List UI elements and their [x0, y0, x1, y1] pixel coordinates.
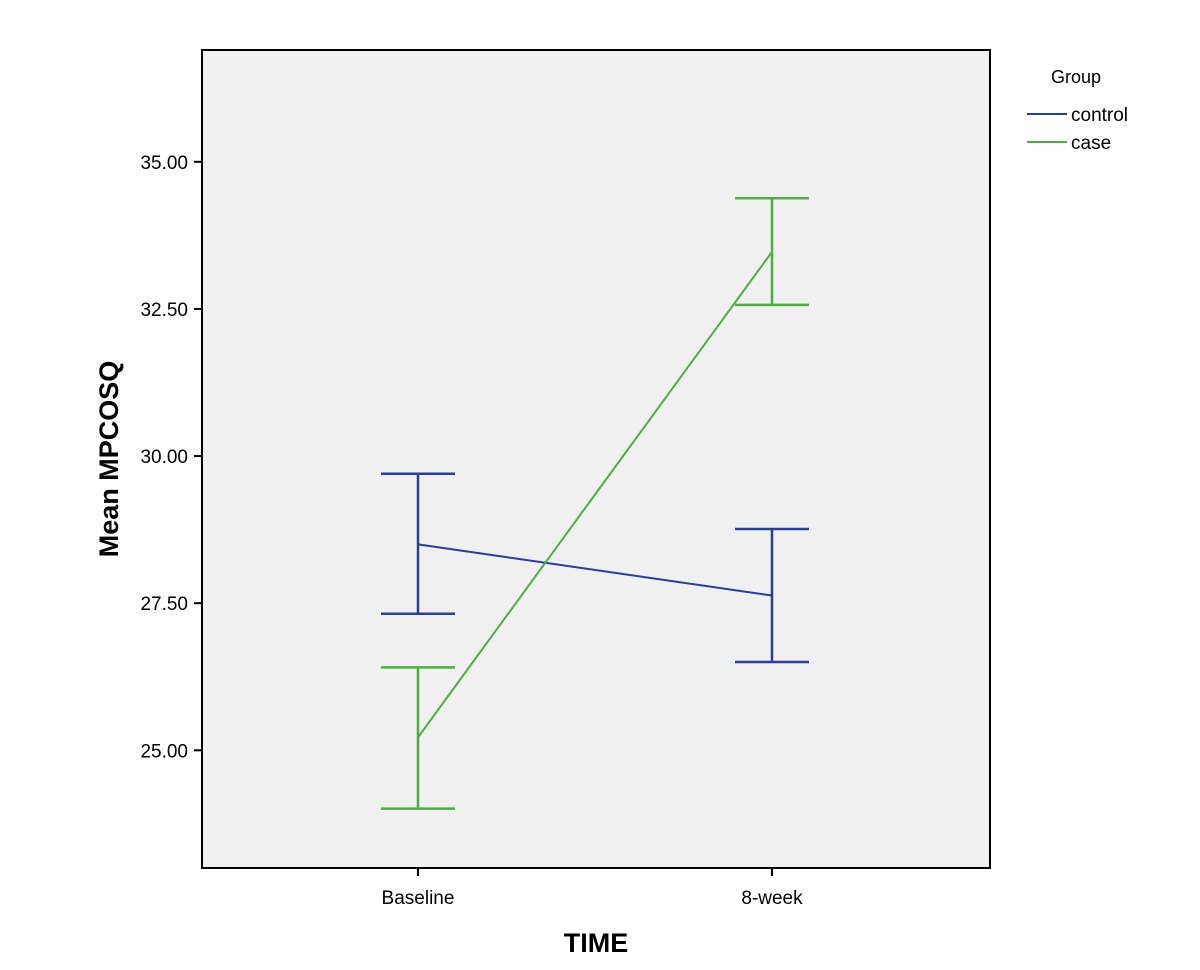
- x-tick-label: Baseline: [382, 888, 455, 909]
- legend-title: Group: [1051, 67, 1101, 87]
- y-tick-label: 32.50: [140, 300, 188, 321]
- y-tick-label: 25.00: [140, 741, 188, 762]
- series-layer: [381, 197, 809, 810]
- plot-area: [201, 49, 991, 869]
- series-line-case: [417, 251, 773, 738]
- legend-label-control: control: [1071, 105, 1128, 126]
- series-case: [381, 197, 809, 810]
- x-axis-title: TIME: [564, 928, 629, 958]
- x-axis: Baseline 8-week: [382, 868, 803, 909]
- legend: Group control case: [1027, 67, 1128, 154]
- y-tick-label: 27.50: [140, 594, 188, 615]
- y-axis-title: Mean MPCOSQ: [94, 361, 124, 558]
- y-axis: 25.00 27.50 30.00 32.50 35.00: [140, 153, 202, 762]
- x-tick-label: 8-week: [741, 888, 803, 909]
- series-line-control: [417, 543, 773, 597]
- legend-label-case: case: [1071, 133, 1111, 154]
- y-tick-label: 35.00: [140, 153, 188, 174]
- legend-items: control case: [1027, 105, 1128, 154]
- series-control: [381, 472, 809, 664]
- y-tick-label: 30.00: [140, 447, 188, 468]
